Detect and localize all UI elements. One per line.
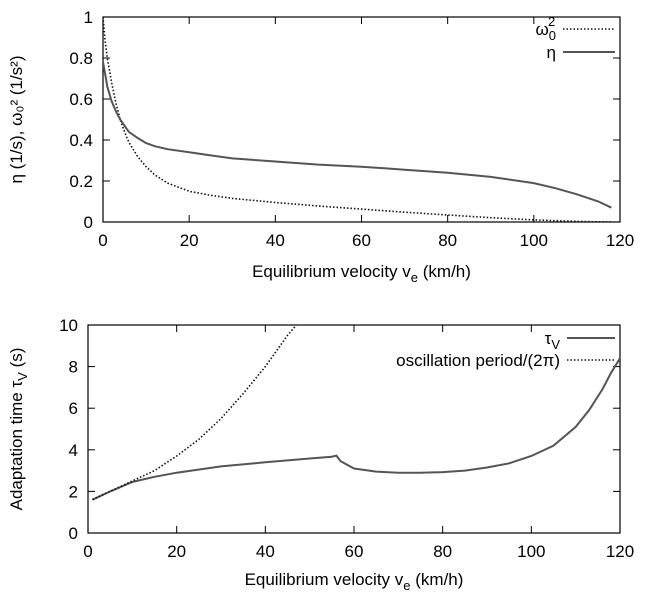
x-tick-label: 0 <box>83 542 92 561</box>
x-tick-label: 120 <box>606 542 634 561</box>
y-tick-label: 8 <box>69 358 78 377</box>
y-axis-label: η (1/s), ω₀² (1/s²) <box>7 56 26 184</box>
x-tick-label: 80 <box>433 542 452 561</box>
series-line-1 <box>103 17 612 222</box>
legend-label-2: η <box>547 43 556 62</box>
x-axis-label-rest: (km/h) <box>411 570 464 589</box>
x-axis-label-subscript: e <box>411 270 418 285</box>
x-axis-label-subscript: e <box>403 578 410 593</box>
y-tick-label: 0 <box>69 524 78 543</box>
plot-frame <box>102 16 621 223</box>
legend-label-1-superscript: 2 <box>548 14 555 29</box>
y-tick-label: 10 <box>59 316 78 335</box>
legend-label-2-main: η <box>547 43 556 62</box>
y-tick-label: 6 <box>69 399 78 418</box>
x-tick-label: 40 <box>266 231 285 250</box>
x-tick-label: 20 <box>167 542 186 561</box>
legend-label-1: τV <box>545 329 561 352</box>
series-line-1 <box>91 357 620 501</box>
legend-label-2: oscillation period/(2π) <box>396 351 560 370</box>
y-tick-label: 0.4 <box>69 131 93 150</box>
x-tick-label: 40 <box>256 542 275 561</box>
legend-label-1-subscript: 0 <box>549 28 556 43</box>
x-tick-label: 60 <box>352 231 371 250</box>
y-tick-label: 0 <box>84 213 93 232</box>
legend-label-1-main: τ <box>545 329 552 348</box>
x-tick-label: 20 <box>180 231 199 250</box>
x-tick-label: 100 <box>520 231 548 250</box>
y-tick-label: 0.6 <box>69 90 93 109</box>
y-tick-label: 0.2 <box>69 172 93 191</box>
y-tick-label: 1 <box>84 8 93 27</box>
legend-label-1-subscript: V <box>551 337 560 352</box>
x-axis-label: Equilibrium velocity ve (km/h) <box>245 570 464 593</box>
y-tick-label: 0.8 <box>69 49 93 68</box>
x-tick-label: 100 <box>517 542 545 561</box>
x-axis-label-main: Equilibrium velocity v <box>245 570 404 589</box>
x-tick-label: 0 <box>98 231 107 250</box>
y-tick-label: 4 <box>69 441 78 460</box>
series-line-2 <box>103 61 612 209</box>
x-axis-label-main: Equilibrium velocity v <box>252 262 411 281</box>
x-axis-label: Equilibrium velocity ve (km/h) <box>252 262 471 285</box>
chart-panel-2: 0 20 40 60 80 100 120 0 2 4 6 8 10 Equilibrium veloci… <box>7 316 634 593</box>
x-tick-label: 60 <box>345 542 364 561</box>
x-tick-label: 80 <box>438 231 457 250</box>
legend-label-2-main: oscillation period/(2π) <box>396 351 560 370</box>
y-axis-label: Adaptation time τV (s) <box>7 348 30 511</box>
y-axis-label-rest: (s) <box>7 348 26 373</box>
y-tick-label: 2 <box>69 482 78 501</box>
x-axis-label-rest: (km/h) <box>418 262 471 281</box>
y-axis-label-main: Adaptation time τ <box>7 381 26 511</box>
legend-label-1-main: ω <box>535 20 548 39</box>
x-tick-label: 120 <box>606 231 634 250</box>
series-line-2 <box>92 325 298 501</box>
chart-panel-1: 0 20 40 60 80 100 12000.20.40.60.81Equilibrium… <box>7 8 634 285</box>
y-axis-label-subscript: V <box>15 372 30 381</box>
legend-label-1: ω02 <box>535 14 556 43</box>
